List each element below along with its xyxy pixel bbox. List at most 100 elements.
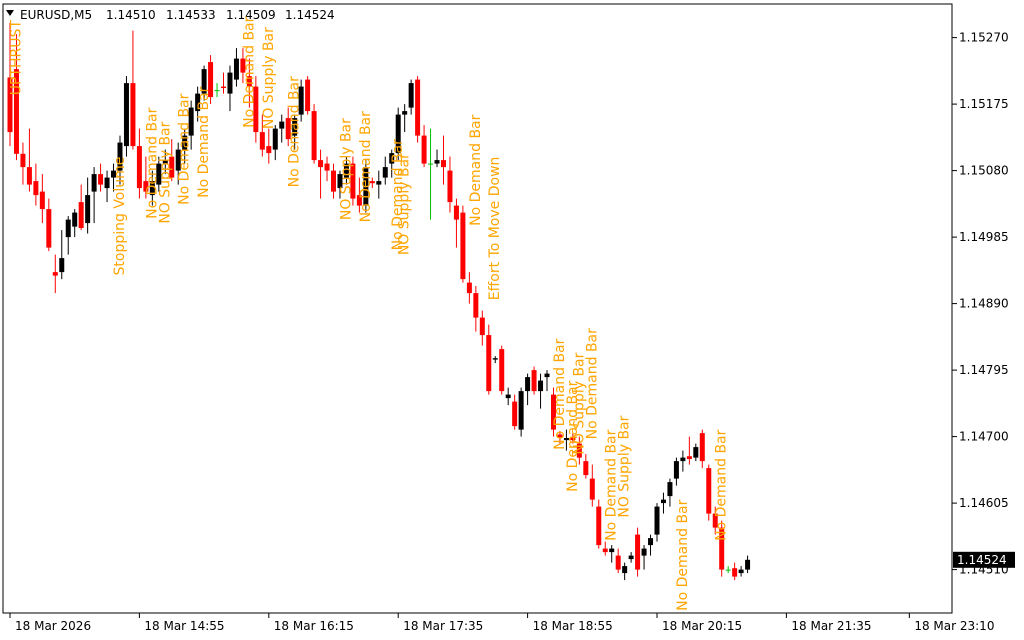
- price-axis[interactable]: 1.15270 1.15175 1.15080 1.14985 1.14890 1.147…: [952, 31, 1009, 577]
- annotation-label: NO Supply Bar: [157, 121, 173, 223]
- candle-body: [123, 83, 129, 147]
- candle: [39, 174, 45, 224]
- candle: [628, 552, 634, 563]
- candle-body: [680, 457, 686, 462]
- candle-body: [59, 258, 65, 273]
- candle-body: [382, 167, 388, 178]
- candle: [654, 503, 660, 542]
- candle-body: [440, 160, 446, 168]
- candle-body: [136, 146, 142, 189]
- price-tag-label: 1.14524: [957, 553, 1007, 567]
- candle: [576, 436, 582, 465]
- candle: [363, 160, 369, 213]
- candle: [305, 76, 311, 115]
- candle: [65, 216, 71, 255]
- candle-body: [389, 153, 395, 164]
- candle: [246, 58, 252, 108]
- annotation-label: No Demand Bar: [177, 93, 193, 204]
- candle: [233, 48, 239, 87]
- candle-body: [699, 433, 705, 462]
- candle: [285, 107, 291, 147]
- candle: [214, 83, 220, 98]
- candle: [563, 429, 569, 451]
- annotation-label: No Demand Bar: [584, 328, 600, 439]
- candle: [660, 492, 666, 514]
- candle: [175, 142, 181, 185]
- candle-body: [415, 79, 421, 136]
- candle-body: [732, 568, 738, 577]
- candle: [453, 198, 459, 248]
- candle: [525, 373, 531, 406]
- candle-body: [298, 86, 304, 115]
- candle: [615, 548, 621, 574]
- annotation-label: NO Supply Bar: [571, 352, 587, 454]
- candle-body: [208, 62, 214, 98]
- candle-body: [156, 163, 162, 185]
- y-tick-label: 1.14700: [959, 430, 1009, 444]
- collapse-triangle-icon[interactable]: [6, 10, 14, 16]
- candle: [298, 79, 304, 122]
- candle-body: [576, 443, 582, 458]
- candle-body: [266, 146, 272, 154]
- candle-body: [712, 513, 718, 528]
- candle-body: [531, 370, 537, 392]
- y-tick-label: 1.15270: [959, 31, 1009, 45]
- annotation-label: No Demand Bar: [144, 107, 160, 218]
- candle: [324, 156, 330, 182]
- candle-body: [589, 478, 595, 500]
- candle-body: [570, 436, 576, 441]
- candle-body: [162, 160, 168, 164]
- candle: [130, 30, 136, 150]
- candle-body: [460, 212, 466, 280]
- annotation-label: No Demand Bar: [714, 429, 730, 540]
- annotation-label: No Demand Bar: [675, 499, 691, 610]
- candle-body: [246, 76, 252, 87]
- y-tick-label: 1.15080: [959, 164, 1009, 178]
- candle: [91, 167, 97, 224]
- y-tick-label: 1.14795: [959, 363, 1009, 377]
- candle-body: [499, 349, 505, 392]
- candle: [117, 135, 123, 185]
- annotation-label: No Demand Bar: [565, 380, 581, 491]
- candle-body: [635, 534, 641, 570]
- candle-body: [104, 177, 110, 189]
- candle: [648, 534, 654, 556]
- candle: [512, 394, 518, 430]
- candle-body: [363, 167, 369, 206]
- candle: [350, 156, 356, 206]
- candle: [719, 520, 725, 577]
- candle-body: [337, 174, 343, 189]
- candle: [557, 431, 563, 444]
- candle: [447, 156, 453, 213]
- candle-body: [693, 447, 699, 458]
- open-value: 1.14510: [106, 8, 156, 22]
- candle: [382, 156, 388, 185]
- candle: [331, 163, 336, 199]
- candle: [7, 22, 13, 147]
- candle: [408, 79, 414, 115]
- candle-body: [447, 170, 453, 203]
- candle-body: [149, 181, 155, 196]
- candle: [589, 464, 595, 507]
- candle-body: [26, 167, 32, 185]
- candle: [52, 254, 58, 294]
- candle: [680, 450, 686, 472]
- candle-body: [356, 195, 362, 206]
- candle-body: [660, 499, 666, 504]
- candle-body: [505, 394, 511, 399]
- candle-body: [512, 401, 518, 427]
- annotation-label: No Demand Bar: [604, 429, 620, 540]
- candle: [343, 156, 349, 185]
- time-axis[interactable]: 18 Mar 2026 18 Mar 14:55 18 Mar 16:15 18 Ma…: [9, 613, 994, 633]
- candle: [531, 366, 537, 395]
- candle: [622, 562, 628, 581]
- candle-body: [466, 282, 472, 294]
- candle: [369, 177, 375, 189]
- candle: [123, 76, 129, 157]
- candle-body: [583, 461, 589, 476]
- candle: [486, 324, 492, 395]
- candle: [706, 464, 712, 521]
- candle: [272, 125, 278, 161]
- candle: [693, 443, 699, 462]
